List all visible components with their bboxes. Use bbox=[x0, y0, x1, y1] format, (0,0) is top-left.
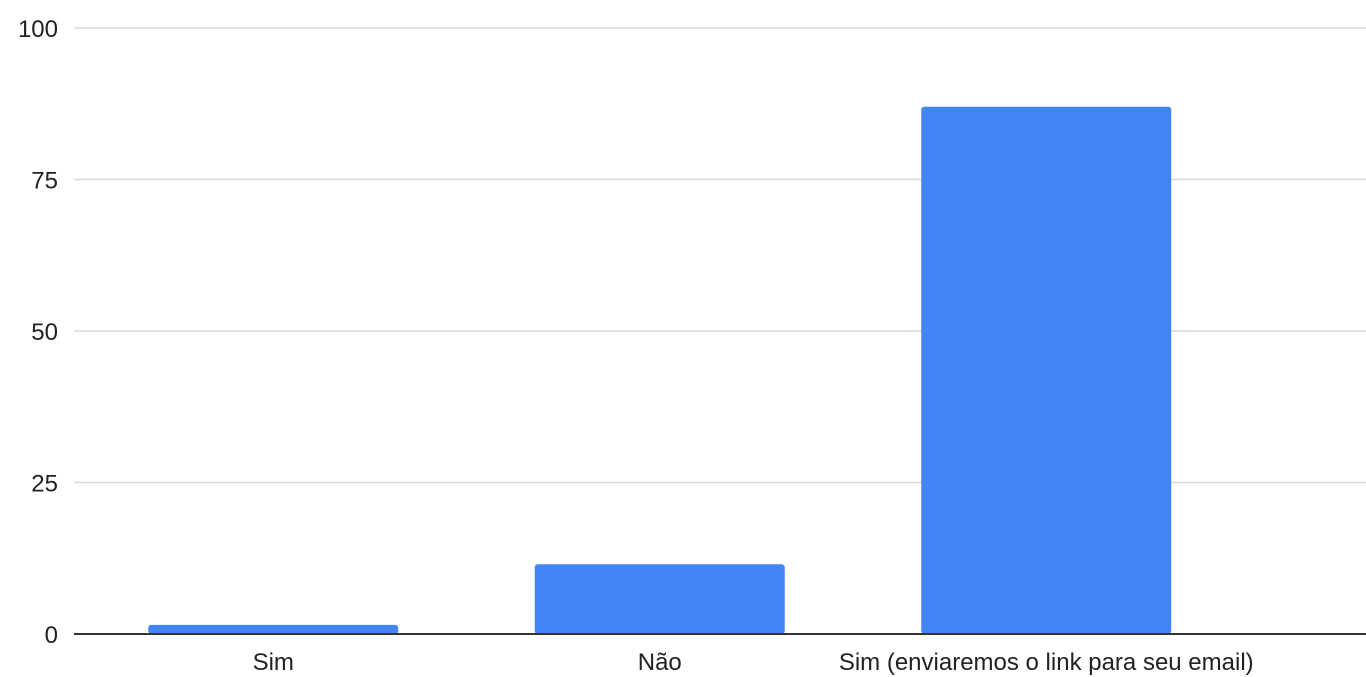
bar-0 bbox=[148, 624, 399, 634]
x-category-label: Sim (enviaremos o link para seu email) bbox=[839, 649, 1254, 676]
y-tick-label: 50 bbox=[31, 319, 58, 346]
gridlines bbox=[74, 27, 1366, 484]
y-tick-label: 75 bbox=[31, 168, 58, 195]
y-tick-label: 100 bbox=[18, 16, 58, 43]
y-tick-label: 25 bbox=[31, 471, 58, 498]
bars bbox=[148, 106, 1172, 634]
x-axis-category-labels: Sim Não Sim (enviaremos o link para seu em… bbox=[253, 649, 1254, 676]
bar-1 bbox=[534, 564, 785, 634]
y-tick-label: 0 bbox=[45, 622, 58, 649]
x-category-label: Não bbox=[638, 649, 682, 676]
y-axis-tick-labels: 0 25 50 75 100 bbox=[18, 16, 58, 649]
bar-2 bbox=[921, 106, 1172, 634]
x-category-label: Sim bbox=[253, 649, 294, 676]
